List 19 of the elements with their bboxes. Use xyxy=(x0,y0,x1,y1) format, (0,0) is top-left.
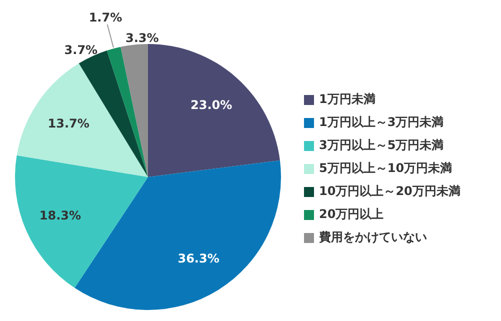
legend-label: 5万円以上～10万円未満 xyxy=(319,160,452,177)
legend-label: 費用をかけていない xyxy=(319,229,427,246)
data-label: 3.3% xyxy=(126,30,159,45)
data-label: 23.0% xyxy=(190,98,232,112)
data-label: 3.7% xyxy=(64,42,98,57)
pie-slice xyxy=(16,63,148,177)
legend-label: 20万円以上 xyxy=(319,206,384,223)
legend-label: 1万円以上～3万円未満 xyxy=(319,114,444,131)
data-label: 1.7% xyxy=(88,10,122,25)
pie-slice xyxy=(106,46,148,177)
pie-slice xyxy=(148,44,280,177)
pie-slice xyxy=(120,44,148,177)
data-label: 36.3% xyxy=(178,251,220,266)
legend-label: 3万円以上～5万円未満 xyxy=(319,137,444,154)
legend-label: 1万円未満 xyxy=(319,91,376,108)
data-label: 18.3% xyxy=(39,208,82,222)
pie-slice xyxy=(15,155,148,288)
data-label: 13.7% xyxy=(48,116,90,130)
legend-label: 10万円以上～20万円未満 xyxy=(319,183,460,200)
